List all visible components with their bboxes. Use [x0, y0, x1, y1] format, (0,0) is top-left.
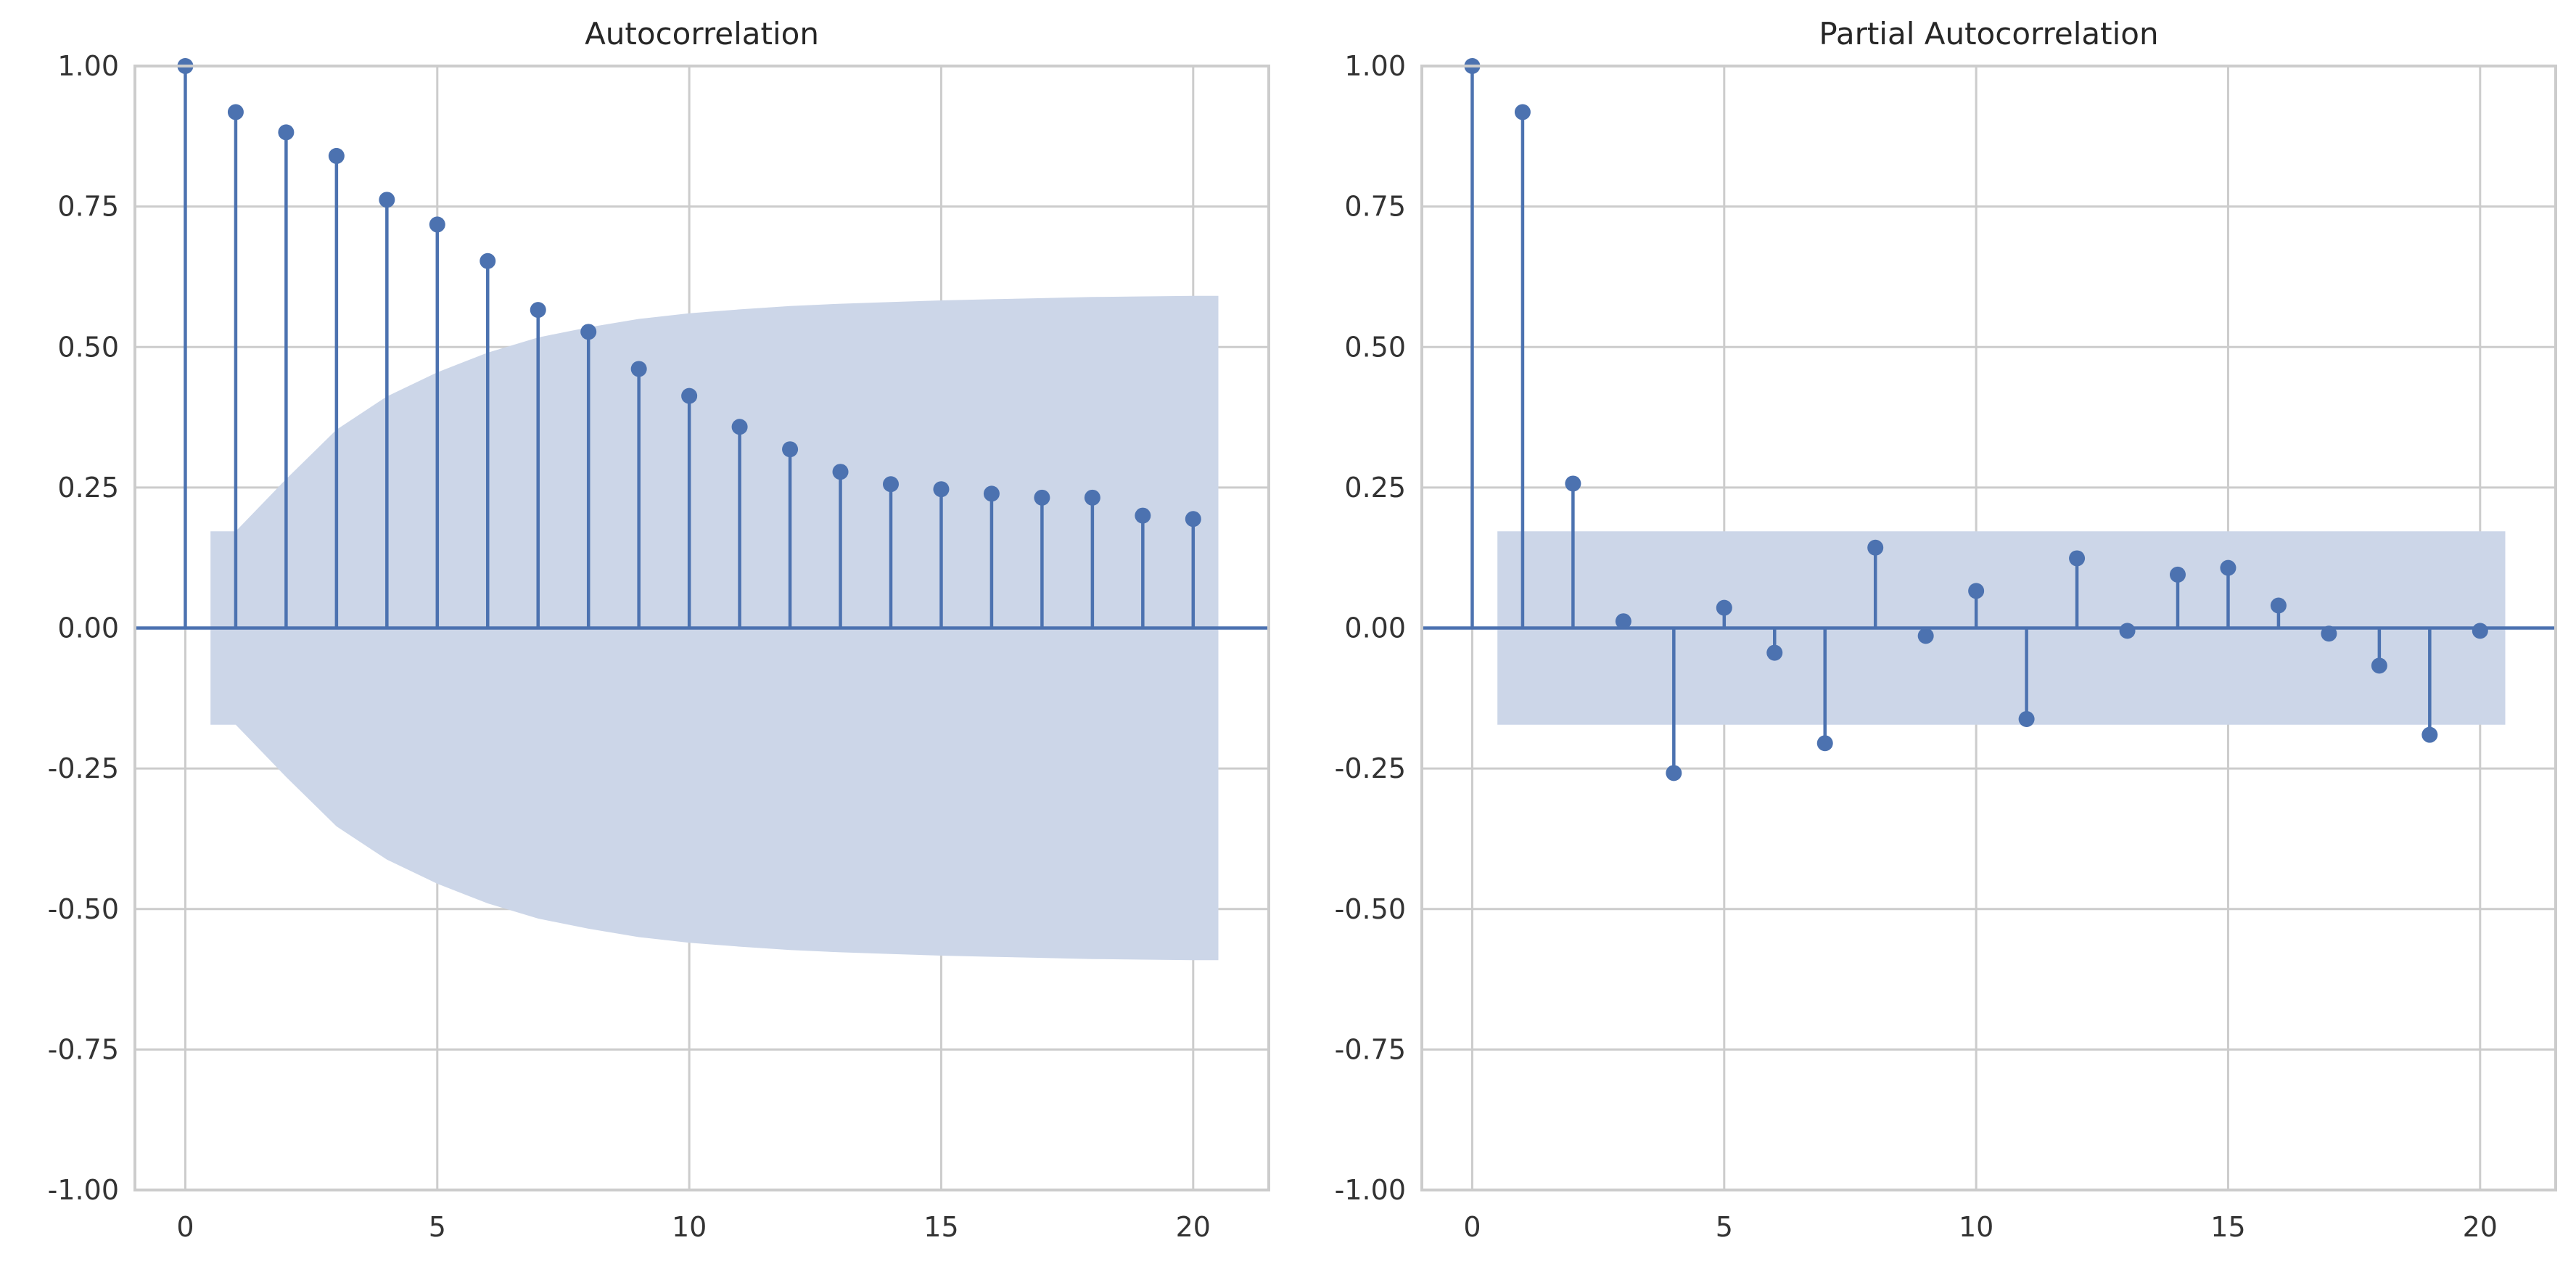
stem-marker — [227, 104, 244, 120]
y-tick-label: 0.50 — [1344, 331, 1406, 363]
y-tick-label: -0.25 — [1335, 752, 1406, 784]
x-tick-label: 5 — [429, 1211, 446, 1243]
stem-marker — [2421, 726, 2438, 743]
x-tick-label: 15 — [923, 1211, 958, 1243]
stem-marker — [530, 302, 546, 319]
x-tick-label: 15 — [2210, 1211, 2245, 1243]
stem-marker — [480, 253, 496, 269]
y-tick-label: 1.00 — [57, 50, 119, 82]
stem-marker — [278, 124, 295, 141]
partial-autocorrelation-panel: -1.00 -0.75 -0.50 -0.25 0.00 0.25 0.50 0.75 1.00… — [1335, 16, 2557, 1243]
stem-marker — [883, 476, 899, 493]
stem-marker — [731, 419, 748, 435]
stem-marker — [429, 216, 445, 233]
y-tick-label: -0.25 — [48, 752, 119, 784]
y-tick-label: -0.50 — [1335, 893, 1406, 925]
y-tick-label: 0.25 — [57, 472, 119, 504]
stem-marker — [2321, 625, 2337, 642]
y-tick-label: 0.00 — [1344, 612, 1406, 644]
y-tick-label: -0.50 — [48, 893, 119, 925]
stem-marker — [832, 464, 849, 480]
stem-marker — [630, 361, 647, 377]
stem-marker — [1716, 599, 1732, 616]
stem-marker — [2270, 597, 2287, 614]
x-tick-label: 10 — [672, 1211, 707, 1243]
stem-marker — [1185, 511, 1201, 528]
stem-marker — [2371, 657, 2387, 674]
x-tick-label: 20 — [1176, 1211, 1211, 1243]
stem-marker — [681, 387, 698, 404]
y-tick-label: 0.00 — [57, 612, 119, 644]
stem-marker — [2472, 623, 2488, 639]
stem-marker — [580, 324, 597, 340]
y-tick-label: 0.25 — [1344, 472, 1406, 504]
stem-marker — [2170, 566, 2186, 583]
stem-marker — [1565, 475, 1581, 492]
stem-marker — [782, 441, 799, 458]
chart-title: Partial Autocorrelation — [1819, 16, 2158, 52]
stem-marker — [2069, 550, 2086, 567]
stem-marker — [1917, 628, 1934, 644]
stem-marker — [983, 485, 1000, 502]
y-tick-label: -0.75 — [1335, 1033, 1406, 1065]
stem-marker — [2220, 559, 2236, 576]
plot-frame — [133, 65, 1270, 1191]
y-tick-label: 0.75 — [1344, 191, 1406, 223]
y-tick-label: -0.75 — [48, 1033, 119, 1065]
chart-title: Autocorrelation — [585, 16, 819, 52]
stem-marker — [1135, 507, 1151, 524]
stem-marker — [2018, 710, 2035, 727]
stem-marker — [1084, 489, 1100, 506]
stem-marker — [1034, 489, 1050, 506]
y-tick-label: 1.00 — [1344, 50, 1406, 82]
x-tick-label: 10 — [1959, 1211, 1993, 1243]
stem-marker — [379, 192, 395, 208]
x-tick-label: 20 — [2463, 1211, 2498, 1243]
y-tick-label: 0.50 — [57, 331, 119, 363]
stem-marker — [1766, 644, 1783, 661]
stem-marker — [1615, 613, 1631, 630]
stem-marker — [1968, 583, 1985, 599]
stem-marker — [933, 481, 950, 498]
x-tick-label: 0 — [1463, 1211, 1481, 1243]
x-tick-label: 5 — [1716, 1211, 1733, 1243]
y-tick-label: 0.75 — [57, 191, 119, 223]
y-tick-label: -1.00 — [48, 1174, 119, 1206]
plot-frame — [1420, 65, 2557, 1191]
stem-marker — [1666, 765, 1682, 781]
stem-marker — [328, 147, 345, 164]
stem-marker — [1514, 104, 1531, 120]
y-tick-label: -1.00 — [1335, 1174, 1406, 1206]
stem-marker — [1816, 735, 1833, 752]
x-tick-label: 0 — [176, 1211, 194, 1243]
autocorrelation-panel: -1.00 -0.75 -0.50 -0.25 0.00 0.25 0.50 0.75 1.00… — [48, 16, 1270, 1243]
stem-marker — [1867, 539, 1884, 556]
stem-marker — [2119, 623, 2136, 639]
